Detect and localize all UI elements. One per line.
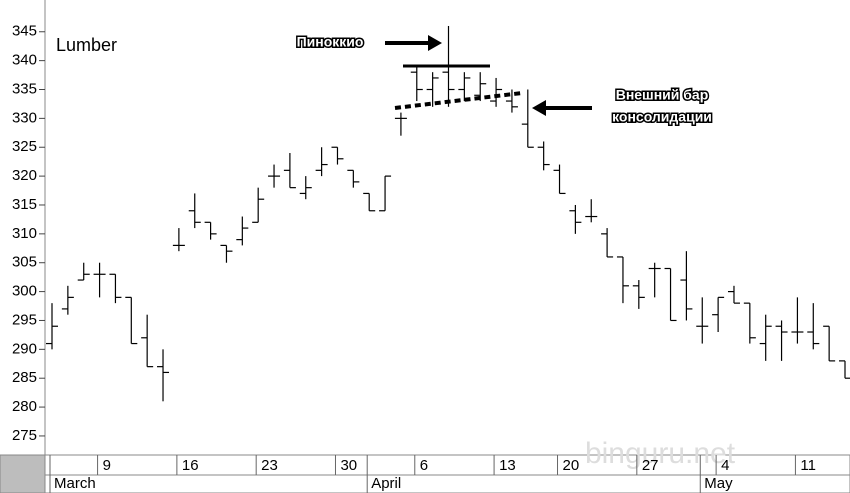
x-tick-label: 13 <box>499 457 516 474</box>
x-tick-label: 4 <box>721 457 729 474</box>
month-label: April <box>371 475 401 492</box>
chart-title: Lumber <box>56 35 117 55</box>
annotation: консолидации <box>612 109 712 125</box>
annotation: Пиноккио <box>297 34 364 50</box>
month-label: March <box>54 475 96 492</box>
y-tick-label: 320 <box>12 167 37 184</box>
arrow-head <box>532 100 546 116</box>
y-tick-label: 345 <box>12 23 37 40</box>
x-tick-label: 9 <box>103 457 111 474</box>
x-tick-label: 23 <box>261 457 278 474</box>
x-tick-label: 30 <box>340 457 357 474</box>
y-tick-label: 300 <box>12 283 37 300</box>
arrow-head <box>428 35 442 51</box>
consolidation-line <box>394 91 523 110</box>
month-row <box>44 474 850 493</box>
x-tick-label: 20 <box>563 457 580 474</box>
y-tick-label: 310 <box>12 225 37 242</box>
watermark: binguru.net <box>585 437 736 470</box>
y-tick-label: 335 <box>12 80 37 97</box>
x-tick-label: 16 <box>182 457 199 474</box>
y-tick-label: 295 <box>12 311 37 328</box>
corner-box <box>0 454 46 493</box>
y-tick-label: 305 <box>12 254 37 271</box>
y-tick-label: 285 <box>12 369 37 386</box>
y-tick-label: 315 <box>12 196 37 213</box>
x-tick-label: 11 <box>800 457 816 474</box>
annotation: Внешний бар <box>616 87 709 103</box>
y-tick-label: 330 <box>12 109 37 126</box>
y-tick-label: 290 <box>12 340 37 357</box>
y-tick-label: 275 <box>12 427 37 444</box>
y-tick-label: 340 <box>12 52 37 69</box>
y-tick-label: 325 <box>12 138 37 155</box>
x-tick-label: 6 <box>420 457 428 474</box>
month-label: May <box>704 475 733 492</box>
x-tick-label: 27 <box>642 457 659 474</box>
y-tick-label: 280 <box>12 398 37 415</box>
